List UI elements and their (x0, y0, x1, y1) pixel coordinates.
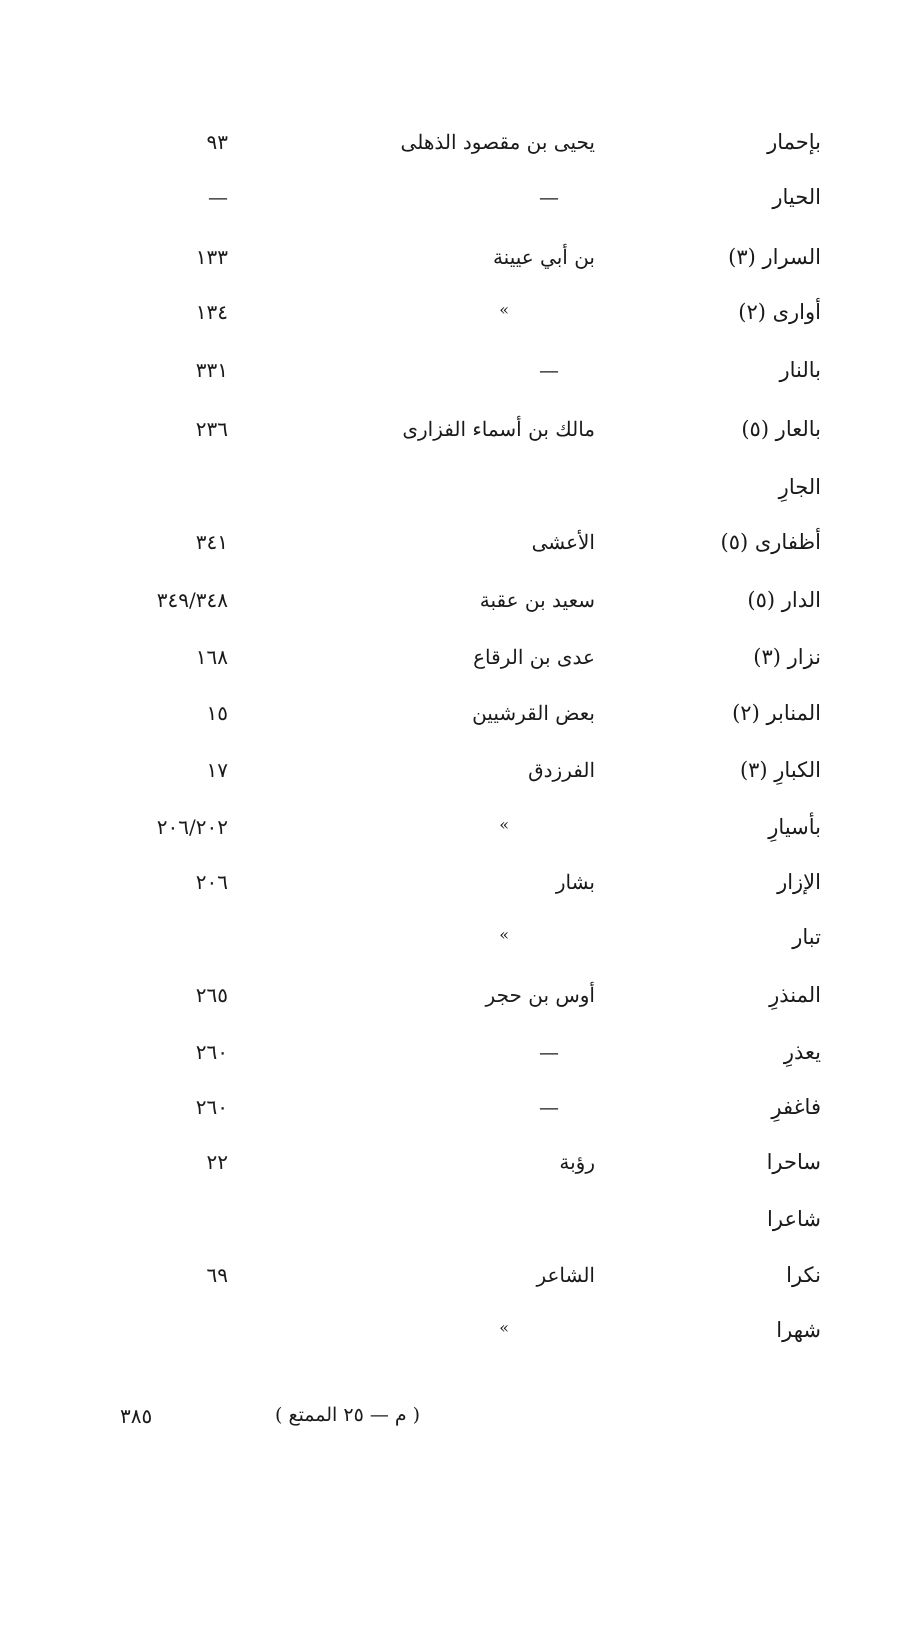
poet-name: » (499, 300, 509, 319)
page-reference: ٣٣١ (195, 358, 228, 382)
poet-name: — (539, 1040, 559, 1064)
index-row: شهرا » (0, 1318, 909, 1358)
poet-name: — (539, 1095, 559, 1119)
poet-name: الشاعر (536, 1263, 595, 1287)
rhyme-word: الإزار (777, 870, 821, 894)
page-reference: ٢٣٦ (195, 417, 228, 441)
page-reference: ٢٦٠ (195, 1095, 228, 1119)
page-reference: ٦٩ (206, 1263, 228, 1287)
index-row: الجارِ (0, 475, 909, 515)
index-row: بأسيارِ » ٢٠٦/٢٠٢ (0, 815, 909, 855)
poet-name: — (539, 358, 559, 382)
rhyme-word: الكبارِ (٣) (739, 758, 821, 782)
page-reference: ١٣٤ (195, 300, 228, 324)
index-row: يعذرِ — ٢٦٠ (0, 1040, 909, 1080)
rhyme-word: أظفارى (٥) (720, 530, 821, 554)
index-row: المنذرِ أوس بن حجر ٢٦٥ (0, 983, 909, 1023)
index-row: ساحرا رؤبة ٢٢ (0, 1150, 909, 1190)
page-reference: ١٣٣ (195, 245, 228, 269)
index-row: أظفارى (٥) الأعشى ٣٤١ (0, 530, 909, 570)
index-row: تبار » (0, 925, 909, 965)
page-reference: ٣٤٩/٣٤٨ (156, 588, 228, 612)
index-row: شاعرا (0, 1207, 909, 1247)
rhyme-word: يعذرِ (783, 1040, 821, 1064)
page-reference: — (208, 185, 228, 209)
page-reference: ١٥ (206, 701, 228, 725)
signature-mark: ( م — ٢٥ الممتع ) (275, 1404, 421, 1426)
page-reference: ٩٣ (206, 130, 228, 154)
rhyme-word: ساحرا (766, 1150, 821, 1174)
poet-name: عدى بن الرقاع (473, 645, 595, 669)
poet-name: — (539, 185, 559, 209)
index-row: الدار (٥) سعيد بن عقبة ٣٤٩/٣٤٨ (0, 588, 909, 628)
rhyme-word: بإحمار (767, 130, 821, 154)
poet-name: بن أبي عيينة (492, 245, 595, 269)
index-row: المنابر (٢) بعض القرشيين ١٥ (0, 701, 909, 741)
index-row: فاغفرِ — ٢٦٠ (0, 1095, 909, 1135)
poet-name: يحيى بن مقصود الذهلى (400, 130, 595, 154)
poet-name: أوس بن حجر (485, 983, 595, 1007)
rhyme-word: السرار (٣) (728, 245, 821, 269)
page-footer: ٣٨٥ ( م — ٢٥ الممتع ) (0, 1404, 909, 1444)
index-row: بإحمار يحيى بن مقصود الذهلى ٩٣ (0, 130, 909, 170)
page-number: ٣٨٥ (120, 1404, 153, 1428)
page-reference: ٢٦٥ (195, 983, 228, 1007)
page-reference: ١٦٨ (195, 645, 228, 669)
rhyme-word: بأسيارِ (768, 815, 821, 839)
rhyme-word: تبار (792, 925, 821, 949)
rhyme-word: أوارى (٢) (738, 300, 821, 324)
index-row: أوارى (٢) » ١٣٤ (0, 300, 909, 340)
poet-name: بعض القرشيين (472, 701, 595, 725)
poet-name: سعيد بن عقبة (479, 588, 595, 612)
page-reference: ٢٦٠ (195, 1040, 228, 1064)
rhyme-word: الدار (٥) (747, 588, 821, 612)
index-row: الإزار بشار ٢٠٦ (0, 870, 909, 910)
rhyme-word: فاغفرِ (771, 1095, 821, 1119)
rhyme-word: نكرا (786, 1263, 821, 1287)
rhyme-word: الجارِ (778, 475, 821, 499)
rhyme-word: نزار (٣) (753, 645, 821, 669)
rhyme-word: المنابر (٢) (732, 701, 821, 725)
index-row: نزار (٣) عدى بن الرقاع ١٦٨ (0, 645, 909, 685)
rhyme-word: شاعرا (767, 1207, 821, 1231)
poet-name: » (499, 1318, 509, 1337)
page-reference: ٢٠٦ (195, 870, 228, 894)
page-reference: ٣٤١ (195, 530, 228, 554)
poet-name: رؤبة (559, 1150, 595, 1174)
page-reference: ٢٢ (206, 1150, 228, 1174)
poet-name: بشار (555, 870, 595, 894)
rhyme-word: شهرا (776, 1318, 821, 1342)
poet-name: مالك بن أسماء الفزارى (402, 417, 595, 441)
poet-name: الأعشى (531, 530, 595, 554)
index-row: نكرا الشاعر ٦٩ (0, 1263, 909, 1303)
index-row: بالنار — ٣٣١ (0, 358, 909, 398)
poet-name: » (499, 815, 509, 834)
index-row: الكبارِ (٣) الفرزدق ١٧ (0, 758, 909, 798)
poet-name: » (499, 925, 509, 944)
rhyme-word: الحيار (772, 185, 821, 209)
index-row: الحيار — — (0, 185, 909, 225)
rhyme-word: المنذرِ (769, 983, 821, 1007)
index-row: بالعار (٥) مالك بن أسماء الفزارى ٢٣٦ (0, 417, 909, 457)
page-reference: ١٧ (206, 758, 228, 782)
poet-name: الفرزدق (528, 758, 595, 782)
rhyme-word: بالنار (779, 358, 821, 382)
index-row: السرار (٣) بن أبي عيينة ١٣٣ (0, 245, 909, 285)
page-reference: ٢٠٦/٢٠٢ (156, 815, 228, 839)
rhyme-word: بالعار (٥) (741, 417, 821, 441)
